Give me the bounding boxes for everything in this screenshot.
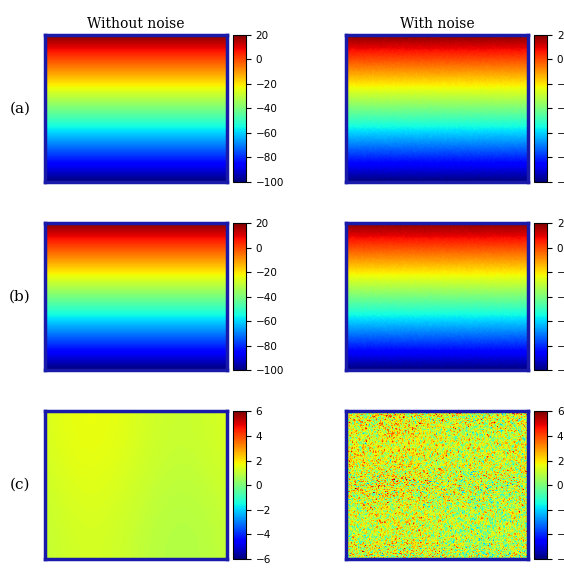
Y-axis label: (b): (b) bbox=[9, 290, 31, 304]
Title: With noise: With noise bbox=[400, 17, 475, 31]
Y-axis label: (c): (c) bbox=[10, 478, 30, 492]
Y-axis label: (a): (a) bbox=[10, 101, 30, 115]
Title: Without noise: Without noise bbox=[87, 17, 185, 31]
